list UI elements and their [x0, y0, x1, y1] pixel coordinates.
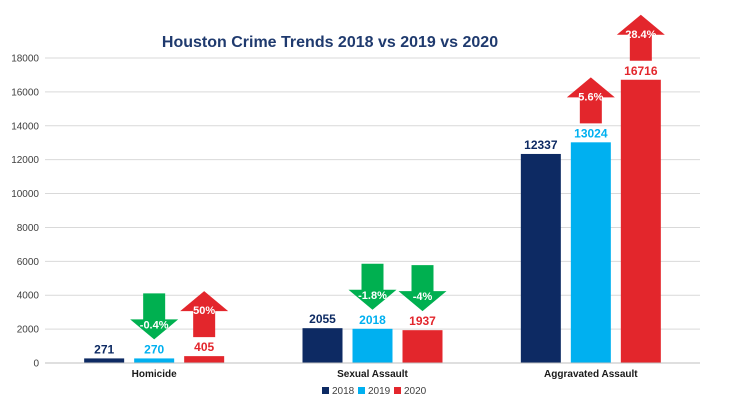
value-label: 12337: [524, 138, 558, 152]
arrow-up-icon: [180, 291, 229, 338]
legend-swatch: [394, 387, 401, 394]
y-tick-label: 2000: [17, 325, 40, 336]
value-label: 16716: [624, 64, 658, 78]
arrow-down-icon: [348, 263, 397, 310]
bar-2018-aggravated-assault: [520, 153, 561, 363]
y-tick-label: 18000: [11, 54, 39, 65]
bars: [84, 79, 661, 364]
x-axis: Homicide Sexual Assault Aggravated Assault: [45, 362, 700, 380]
bar-2018-sexual-assault: [302, 328, 343, 363]
value-label: 270: [144, 342, 164, 356]
y-tick-label: 16000: [11, 87, 39, 98]
y-tick-label: 10000: [11, 189, 39, 200]
category-label: Homicide: [132, 369, 177, 380]
value-labels: 271 2055 12337 270 2018 13024 405 1937 16716: [94, 64, 658, 357]
change-label: -0.4%: [140, 319, 169, 331]
change-label: 50%: [193, 305, 215, 317]
bar-2020-sexual-assault: [402, 330, 443, 363]
value-label: 271: [94, 342, 114, 356]
bar-2018-homicide: [84, 358, 125, 363]
legend-label: 2018: [332, 386, 355, 397]
bar-2019-homicide: [134, 358, 175, 363]
value-label: 1937: [409, 314, 436, 328]
change-arrows: -0.4% 50% -1.8% -4% 5.6% 28.4%: [130, 14, 665, 340]
y-tick-label: 6000: [17, 257, 40, 268]
category-label: Sexual Assault: [337, 369, 408, 380]
y-tick-label: 0: [33, 359, 39, 370]
bar-2020-aggravated-assault: [620, 79, 661, 364]
bar-2020-homicide: [184, 356, 225, 363]
value-label: 13024: [574, 126, 608, 140]
value-label: 405: [194, 340, 214, 354]
value-label: 2055: [309, 312, 336, 326]
value-label: 2018: [359, 313, 386, 327]
arrow-up-icon: [616, 14, 665, 61]
bar-2019-aggravated-assault: [570, 142, 611, 363]
y-tick-label: 12000: [11, 155, 39, 166]
change-label: -4%: [413, 291, 433, 303]
y-tick-label: 8000: [17, 223, 40, 234]
legend-label: 2020: [404, 386, 427, 397]
y-tick-label: 14000: [11, 121, 39, 132]
legend-swatch: [322, 387, 329, 394]
category-label: Aggravated Assault: [544, 369, 638, 380]
y-axis: 0 2000 4000 6000 8000 10000 12000 14000 16000 180…: [11, 54, 39, 370]
bar-2019-sexual-assault: [352, 328, 393, 363]
arrow-down-icon: [130, 293, 179, 340]
legend: 2018 2019 2020: [322, 386, 427, 397]
change-label: -1.8%: [358, 290, 387, 302]
legend-label: 2019: [368, 386, 391, 397]
change-label: 5.6%: [578, 91, 603, 103]
change-label: 28.4%: [625, 29, 656, 41]
chart-title: Houston Crime Trends 2018 vs 2019 vs 202…: [162, 34, 498, 51]
arrow-up-icon: [566, 77, 615, 124]
y-tick-label: 4000: [17, 291, 40, 302]
arrow-down-icon: [398, 265, 447, 312]
legend-swatch: [358, 387, 365, 394]
